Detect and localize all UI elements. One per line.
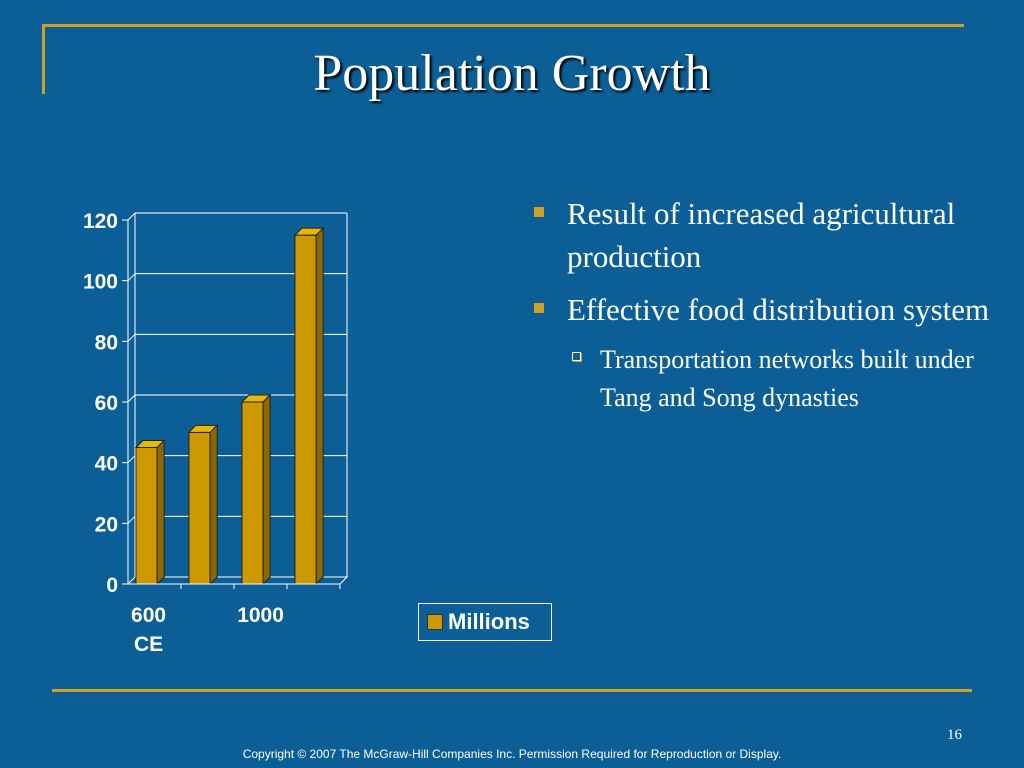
subbullet-text: Transportation networks built under Tang… [600,345,974,412]
bar [188,431,211,585]
gridline-side [127,394,136,403]
slide-title: Population Growth [313,45,711,102]
x-tick-label: CE [134,633,163,656]
bar-side [156,439,165,586]
chart-svg: 0 20 40 60 80 100 120 600 CE 1000 [83,210,349,656]
bar-side [209,424,218,586]
bullet-text: Result of increased agricultural product… [567,196,956,274]
square-bullet-icon [534,303,544,313]
y-tick-label: 40 [95,453,118,476]
hollow-square-bullet-icon [572,352,581,361]
y-tick-label: 80 [95,331,118,354]
bar-side [315,226,324,586]
bullet-item: Effective food distribution system [530,288,1000,331]
chart-legend: Millions [418,603,552,641]
y-tick-label: 20 [95,513,118,536]
gridline-side [127,273,136,282]
frame-bottom-line [52,689,972,692]
bar [135,447,158,585]
gridline-side [127,515,136,524]
frame-left-line [42,24,45,94]
y-tick-label: 120 [83,210,118,233]
legend-swatch [427,614,443,630]
gridline-side [127,333,136,342]
subbullet-item: Transportation networks built under Tang… [572,341,1000,417]
bullet-item: Result of increased agricultural product… [530,192,1000,278]
copyright-notice: Copyright © 2007 The McGraw-Hill Compani… [242,747,782,761]
gridline-side [127,455,136,464]
y-tick-label: 0 [106,574,118,597]
page-number: 16 [947,727,962,743]
population-chart: 0 20 40 60 80 100 120 600 CE 1000 Millions [60,190,552,670]
bar [294,234,317,585]
bar-side [262,393,271,586]
gridline-side [127,576,136,585]
x-tick-label: 1000 [237,604,284,627]
frame-top-line [42,24,964,27]
y-tick-label: 100 [83,271,118,294]
x-tick-label: 600 [131,604,166,627]
bar [241,401,264,585]
legend-label: Millions [448,609,530,634]
y-tick-label: 60 [95,392,118,415]
gridline-side [127,212,136,221]
bullet-list: Result of increased agricultural product… [530,192,1000,417]
square-bullet-icon [534,207,544,217]
bullet-text: Effective food distribution system [567,292,990,327]
